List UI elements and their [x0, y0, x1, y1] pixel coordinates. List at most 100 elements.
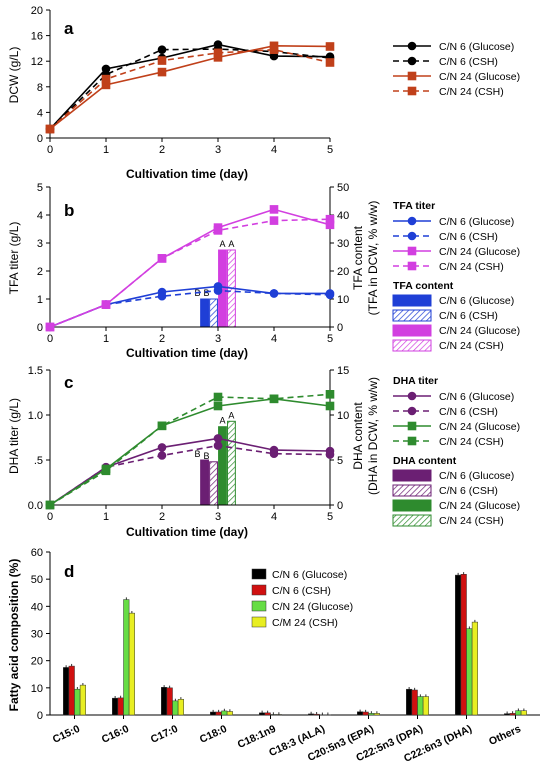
legend-label-1: C/N 6 (Glucose) [439, 41, 514, 53]
y-tick-label: 1 [37, 294, 43, 306]
panel-d: d Fatty acid composition (%) 0 10 20 30 40 50… [7, 547, 540, 765]
data-point [45, 124, 55, 134]
bar-C18:0-1 [210, 711, 217, 716]
y-tick-label: .5 [34, 455, 43, 467]
bar-C18:1n9-3 [270, 714, 277, 716]
legend-bar-label-4: C/N 24 (CSH) [439, 340, 504, 352]
content-bar-2 [209, 298, 218, 328]
data-point [213, 401, 223, 411]
panel-c-label: c [64, 373, 73, 392]
series-line-1 [49, 285, 330, 328]
data-point [157, 45, 167, 54]
bar-C20:5n3 (EPA)-4 [373, 713, 380, 716]
y-tick-label: 20 [31, 5, 43, 17]
panel-c-ylabel: DHA titer (g/L) [7, 398, 21, 474]
legend-bar-label-1: C/N 6 (Glucose) [439, 295, 514, 307]
bar-C22:5n3 (DPA)-4 [422, 696, 429, 716]
legend-swatch-2 [251, 584, 267, 596]
legend-swatch-3 [251, 600, 267, 612]
content-bar-1 [200, 298, 209, 328]
legend-marker-4 [407, 436, 417, 446]
data-point [325, 450, 335, 459]
legend-bar-label-2: C/N 6 (CSH) [439, 485, 498, 497]
panel-b-xlabel: Cultivation time (day) [126, 346, 248, 360]
legend-title-content: TFA content [393, 280, 454, 292]
panel-d-label: d [64, 562, 74, 581]
bar-C18:1n9-2 [264, 712, 271, 716]
bar-C18:1n9-4 [275, 714, 282, 716]
data-point [101, 466, 111, 476]
x-tick-label: 5 [327, 511, 333, 523]
bar-letter-2: B [203, 288, 209, 298]
x-tick-label: 2 [159, 333, 165, 345]
bar-C22:5n3 (DPA)-1 [406, 688, 413, 716]
bar-C17:0-1 [161, 687, 168, 716]
data-point [213, 226, 223, 235]
legend-bar-label-2: C/N 6 (CSH) [439, 310, 498, 322]
legend-label-3: C/N 24 (Glucose) [439, 246, 520, 258]
bar-Others-4 [520, 710, 527, 716]
series-line-4 [49, 48, 331, 130]
series-line-3 [49, 397, 331, 506]
data-point [269, 449, 279, 459]
legend-marker-4 [407, 261, 417, 271]
x-tick-label: 4 [271, 511, 277, 523]
bar-C22:6n3 (DHA)-1 [455, 574, 462, 716]
bar-C18:1n9-1 [259, 712, 266, 716]
y2-tick-label: 10 [337, 294, 349, 306]
panel-c-y2label-line2: (DHA in DCW, % w/w) [366, 377, 380, 495]
category-label: C16:0 [100, 723, 131, 746]
bar-C15:0-4 [79, 684, 86, 716]
bar-C22:6n3 (DHA)-3 [466, 628, 473, 716]
panel-a-label: a [64, 19, 74, 38]
data-point [269, 45, 279, 54]
legend-swatch-4 [392, 514, 432, 527]
bar-C18:0-4 [226, 711, 233, 716]
data-point [325, 290, 335, 300]
panel-a-xlabel: Cultivation time (day) [126, 167, 248, 181]
content-bar-4 [227, 420, 236, 506]
y2-tick-label: 50 [337, 182, 349, 194]
bar-letter-4: A [228, 239, 234, 249]
x-tick-label: 4 [271, 333, 277, 345]
y-tick-label: 0 [37, 133, 43, 145]
legend-swatch-3 [392, 324, 432, 337]
legend-label-1: C/N 6 (Glucose) [439, 391, 514, 403]
legend-label-2: C/N 6 (CSH) [439, 56, 498, 68]
category-label: C17:0 [149, 723, 180, 746]
y-tick-label: 12 [31, 56, 43, 68]
data-point [269, 289, 279, 298]
y-tick-label: 5 [37, 182, 43, 194]
panel-b-label: b [64, 201, 74, 220]
bar-letter-2: B [203, 451, 209, 461]
bar-C16:0-1 [112, 697, 119, 716]
x-tick-label: 0 [47, 333, 53, 345]
x-tick-label: 3 [215, 511, 221, 523]
data-point [269, 205, 279, 214]
series-line-1 [49, 43, 331, 130]
legend-label-3: C/N 24 (Glucose) [439, 71, 520, 83]
bar-C18:3 (ALA)-1 [308, 713, 315, 716]
series-line-2 [49, 289, 331, 328]
bar-Others-3 [515, 710, 522, 716]
panel-c: c DHA titer (g/L) DHA content (DHA in DC… [7, 365, 520, 539]
y-tick-label: 40 [31, 601, 43, 613]
data-point [213, 392, 223, 402]
panel-b: b TFA titer (g/L) TFA content (TFA in DC… [7, 182, 520, 360]
y-tick-label: 0 [37, 322, 43, 334]
bar-C17:0-4 [177, 698, 184, 716]
bar-C16:0-3 [123, 599, 130, 716]
x-tick-label: 1 [103, 511, 109, 523]
legend-marker-3 [407, 246, 417, 256]
legend-bar-label-3: C/N 24 (Glucose) [439, 325, 520, 337]
bar-C22:6n3 (DHA)-4 [471, 621, 478, 716]
data-point [157, 67, 167, 77]
x-tick-label: 1 [103, 333, 109, 345]
y-tick-label: 8 [37, 82, 43, 94]
legend-marker-2 [407, 56, 417, 66]
y2-tick-label: 30 [337, 238, 349, 250]
